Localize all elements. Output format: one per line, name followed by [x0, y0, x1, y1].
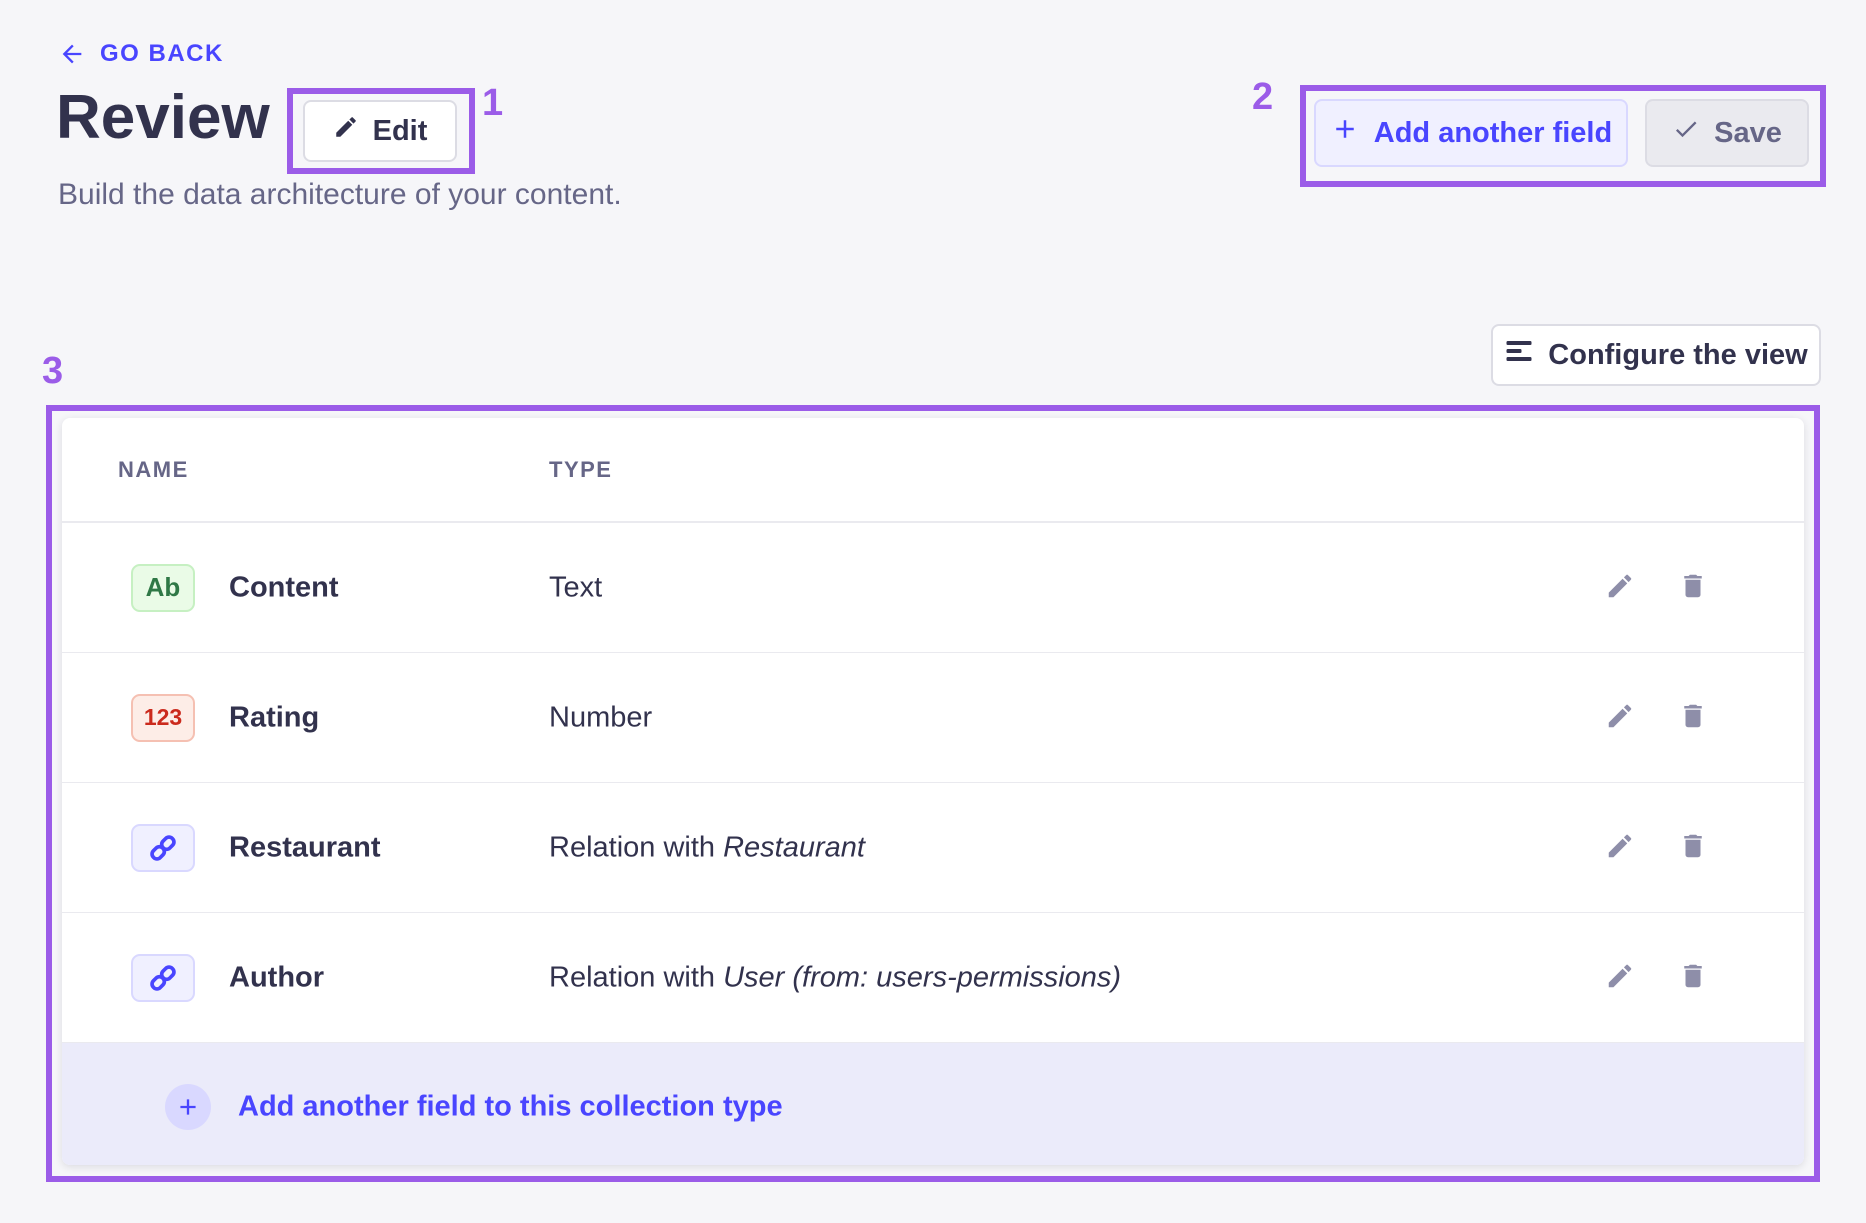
configure-view-label: Configure the view: [1548, 338, 1808, 371]
annotation-label-1: 1: [482, 82, 504, 124]
add-another-field-button[interactable]: Add another field: [1314, 99, 1628, 167]
relation-field-icon: [131, 953, 195, 1002]
edit-field-button[interactable]: [1598, 566, 1642, 610]
field-name: Author: [229, 961, 325, 993]
check-icon: [1672, 115, 1700, 151]
pencil-icon: [1605, 831, 1635, 864]
trash-icon: [1678, 701, 1708, 734]
delete-field-button[interactable]: [1671, 696, 1715, 740]
field-type: Text: [549, 571, 603, 603]
page-title: Review: [56, 83, 270, 152]
delete-field-button[interactable]: [1671, 956, 1715, 1000]
text-field-icon: Ab: [131, 563, 195, 612]
field-name: Content: [229, 571, 339, 603]
pencil-icon: [333, 114, 359, 148]
trash-icon: [1678, 961, 1708, 994]
delete-field-button[interactable]: [1671, 826, 1715, 870]
edit-button[interactable]: Edit: [303, 100, 457, 162]
edit-field-button[interactable]: [1598, 826, 1642, 870]
table-row: 123 Rating Number: [62, 653, 1804, 783]
table-row: Restaurant Relation with Restaurant: [62, 783, 1804, 913]
edit-button-label: Edit: [372, 114, 428, 147]
trash-icon: [1678, 831, 1708, 864]
table-row: Author Relation with User (from: users-p…: [62, 913, 1804, 1043]
configure-view-button[interactable]: Configure the view: [1491, 324, 1821, 386]
layout-lines-icon: [1504, 336, 1534, 374]
add-another-field-label: Add another field: [1373, 116, 1613, 149]
field-name: Rating: [229, 701, 320, 733]
annotation-label-2: 2: [1252, 76, 1274, 118]
field-name: Restaurant: [229, 831, 381, 863]
plus-icon: [1330, 114, 1360, 152]
column-header-type: TYPE: [549, 456, 613, 482]
fields-table-card: NAME TYPE Ab Content Text 123 Rating Num…: [62, 418, 1804, 1165]
annotation-label-3: 3: [42, 350, 64, 392]
go-back-link[interactable]: GO BACK: [58, 40, 224, 68]
arrow-left-icon: [58, 40, 86, 68]
pencil-icon: [1605, 571, 1635, 604]
add-field-footer-label[interactable]: Add another field to this collection typ…: [238, 1090, 783, 1123]
save-button-label: Save: [1714, 116, 1782, 149]
add-field-footer[interactable]: Add another field to this collection typ…: [62, 1043, 1804, 1165]
edit-field-button[interactable]: [1598, 696, 1642, 740]
page-subtitle: Build the data architecture of your cont…: [58, 178, 622, 211]
plus-icon[interactable]: [165, 1084, 211, 1130]
field-type: Relation with Restaurant: [549, 831, 865, 863]
trash-icon: [1678, 571, 1708, 604]
table-header-row: NAME TYPE: [62, 418, 1804, 523]
pencil-icon: [1605, 961, 1635, 994]
go-back-label: GO BACK: [100, 40, 224, 67]
edit-field-button[interactable]: [1598, 956, 1642, 1000]
delete-field-button[interactable]: [1671, 566, 1715, 610]
field-type: Number: [549, 701, 653, 733]
relation-field-icon: [131, 823, 195, 872]
field-type: Relation with User (from: users-permissi…: [549, 961, 1122, 993]
column-header-name: NAME: [118, 456, 189, 482]
table-row: Ab Content Text: [62, 523, 1804, 653]
number-field-icon: 123: [131, 693, 195, 742]
save-button[interactable]: Save: [1645, 99, 1809, 167]
pencil-icon: [1605, 701, 1635, 734]
